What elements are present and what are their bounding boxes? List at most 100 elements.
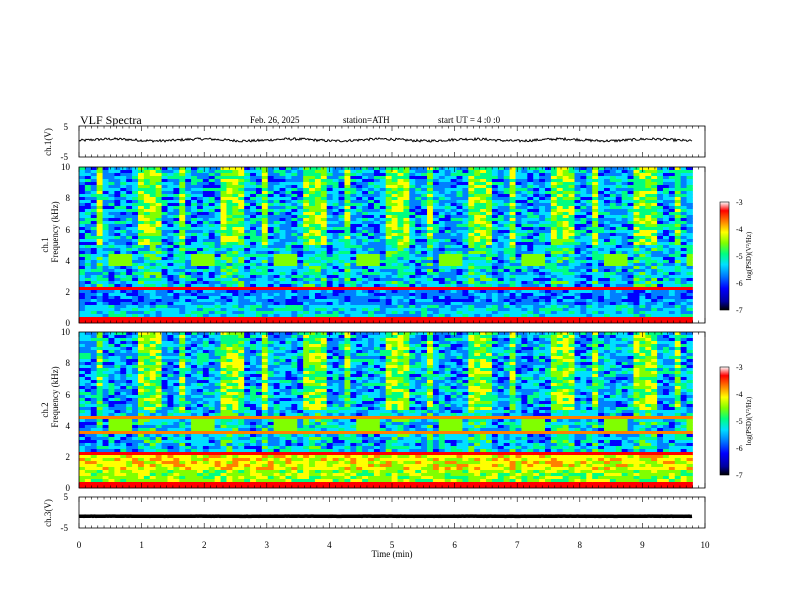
spectrogram-cell <box>633 191 640 195</box>
spectrogram-cell <box>132 242 139 246</box>
spectrogram-cell <box>627 221 634 225</box>
spectrogram-cell <box>344 242 351 246</box>
spectrogram-cell <box>415 197 422 201</box>
spectrogram-cell <box>161 230 168 234</box>
spectrogram-cell <box>114 242 121 246</box>
spectrogram-cell <box>102 287 109 291</box>
spectrogram-cell <box>279 242 286 246</box>
spectrogram-cell <box>344 281 351 285</box>
spectrogram-cell <box>639 308 646 312</box>
spectrogram-cell <box>621 218 628 222</box>
spectrogram-cell <box>503 236 511 240</box>
spectrogram-cell <box>609 266 617 270</box>
spectrogram-cell <box>291 176 298 180</box>
spectrogram-cell <box>114 197 121 201</box>
spectrogram-cell <box>185 305 192 309</box>
spectrogram-cell <box>202 242 210 246</box>
spectrogram-cell <box>126 293 133 297</box>
spectrogram-cell <box>226 296 233 300</box>
spectrogram-cell <box>592 185 599 189</box>
spectrogram-cell <box>527 302 534 306</box>
spectrogram-cell <box>250 293 257 297</box>
spectrogram-cell <box>79 221 86 225</box>
spectrogram-cell <box>456 224 463 228</box>
spectrogram-cell <box>167 317 174 321</box>
spectrogram-cell <box>185 254 192 258</box>
spectrogram-cell <box>562 251 570 255</box>
spectrogram-cell <box>320 317 328 321</box>
spectrogram-cell <box>468 194 475 198</box>
spectrogram-cell <box>515 311 522 315</box>
spectrogram-cell <box>285 170 292 174</box>
spectrogram-cell <box>273 218 280 222</box>
spectrogram-cell <box>415 188 422 192</box>
spectrogram-cell <box>297 185 304 189</box>
spectrogram-cell <box>232 185 239 189</box>
spectrogram-cell <box>143 188 151 192</box>
spectrogram-cell <box>250 203 257 207</box>
spectrogram-cell <box>373 191 381 195</box>
spectrogram-cell <box>562 257 570 261</box>
spectrogram-cell <box>155 278 162 282</box>
spectrogram-cell <box>568 230 575 234</box>
spectrogram-cell <box>238 230 245 234</box>
spectrogram-cell <box>598 308 605 312</box>
spectrogram-cell <box>592 170 599 174</box>
spectrogram-cell <box>468 176 475 180</box>
spectrogram-cell <box>126 206 133 210</box>
spectrogram-cell <box>261 320 269 324</box>
spectrogram-cell <box>303 185 310 189</box>
spectrogram-cell <box>350 245 357 249</box>
spectrogram-cell <box>137 194 145 198</box>
spectrogram-cell <box>615 227 623 231</box>
spectrogram-cell <box>373 179 381 183</box>
spectrogram-cell <box>279 269 286 273</box>
spectrogram-cell <box>90 176 98 180</box>
spectrogram-cell <box>226 176 233 180</box>
spectrogram-cell <box>126 227 133 231</box>
spectrogram-cell <box>515 200 522 204</box>
spectrogram-cell <box>303 203 310 207</box>
spectrogram-cell <box>155 245 162 249</box>
spectrogram-cell <box>639 209 646 213</box>
spectrogram-cell <box>226 275 233 279</box>
spectrogram-cell <box>509 320 516 324</box>
spectrogram-cell <box>574 221 581 225</box>
spectrogram-cell <box>155 215 162 219</box>
spectrogram-cell <box>521 281 528 285</box>
spectrogram-cell <box>220 299 227 303</box>
spectrogram-cell <box>297 197 304 201</box>
spectrogram-cell <box>391 206 398 210</box>
spectrogram-cell <box>373 173 381 177</box>
spectrogram-cell <box>220 245 227 249</box>
spectrogram-cell <box>185 248 192 252</box>
spectrogram-cell <box>362 305 369 309</box>
spectrogram-cell <box>598 272 605 276</box>
spectrogram-cell <box>137 260 145 264</box>
spectrogram-cell <box>415 260 422 264</box>
spectrogram-cell <box>456 248 463 252</box>
spectrogram-cell <box>415 284 422 288</box>
spectrogram-cell <box>161 311 168 315</box>
spectrogram-cell <box>273 260 280 264</box>
spectrogram-cell <box>627 287 634 291</box>
spectrogram-cell <box>397 203 404 207</box>
spectrogram-cell <box>267 233 275 237</box>
spectrogram-cell <box>356 173 363 177</box>
spectrogram-cell <box>303 227 310 231</box>
spectrogram-cell <box>450 233 457 237</box>
spectrogram-cell <box>344 320 351 324</box>
spectrogram-cell <box>303 242 310 246</box>
spectrogram-cell <box>267 272 275 276</box>
spectrogram-cell <box>102 290 109 294</box>
spectrogram-cell <box>533 263 540 267</box>
spectrogram-cell <box>486 299 493 303</box>
spectrogram-cell <box>468 224 475 228</box>
spectrogram-cell <box>515 239 522 243</box>
spectrogram-cell <box>545 257 552 261</box>
spectrogram-cell <box>562 176 570 180</box>
spectrogram-cell <box>545 269 552 273</box>
spectrogram-cell <box>491 227 499 231</box>
spectrogram-cell <box>108 287 115 291</box>
spectrogram-cell <box>509 176 516 180</box>
